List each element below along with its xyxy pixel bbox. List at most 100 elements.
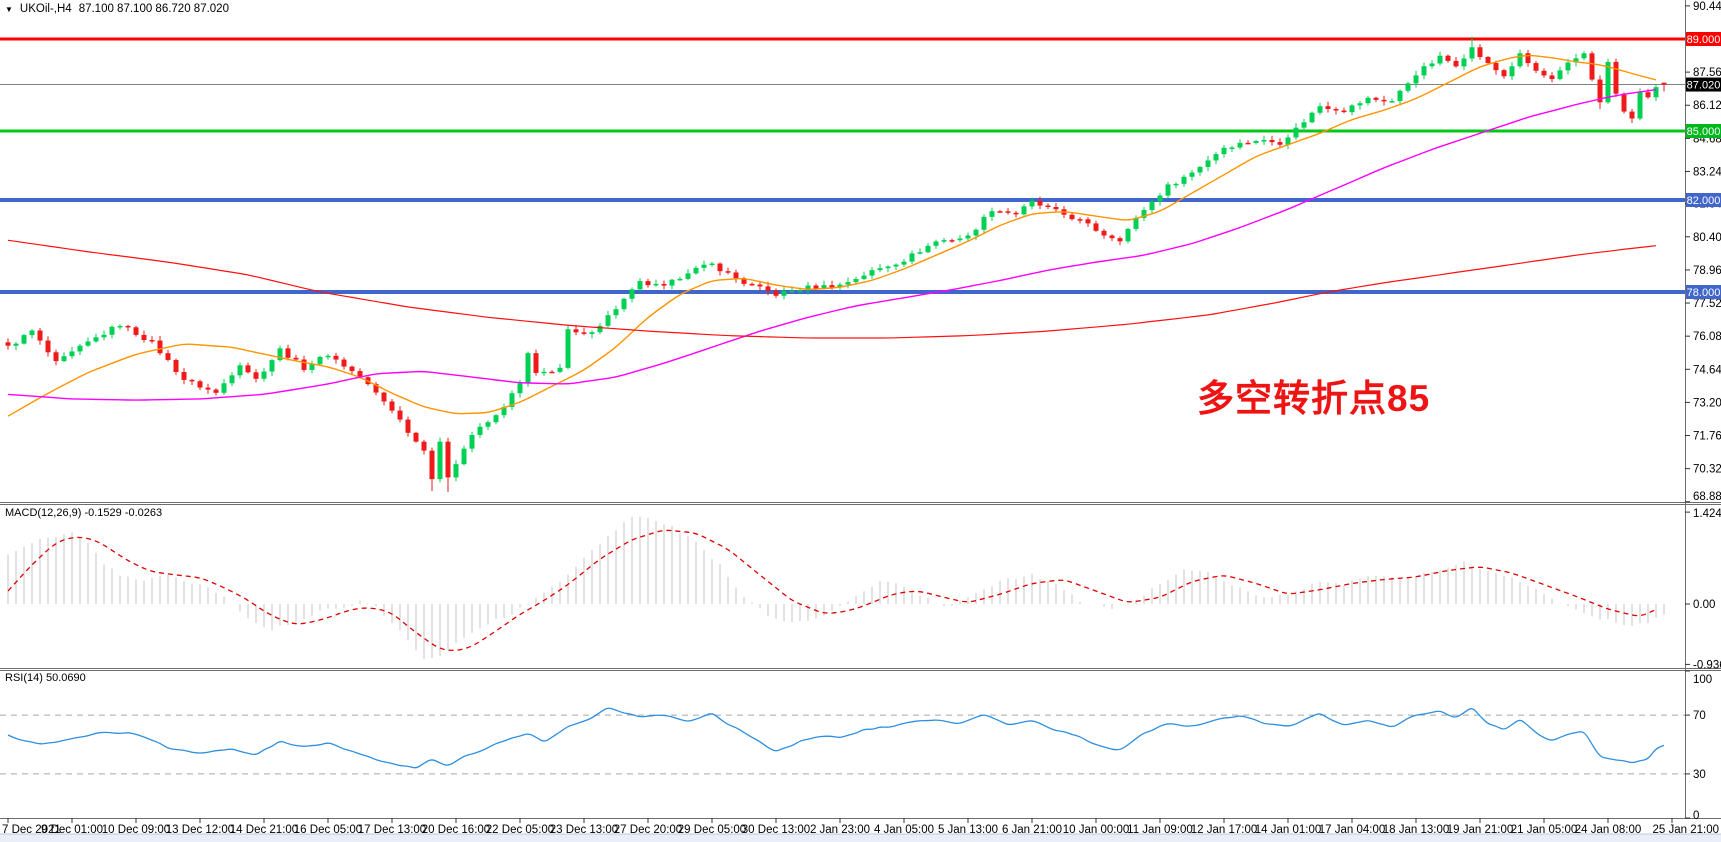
candle-body [597,325,603,333]
candle-body [1365,97,1371,104]
candle-body [1069,214,1075,220]
price-badge-label: 87.020 [1687,80,1721,92]
candle-body [645,281,651,286]
candle-body [1429,63,1435,67]
price-badge-label: 78.000 [1687,287,1721,299]
candle-body [973,229,979,236]
candle-body [373,384,379,393]
candle-body [1261,139,1267,142]
candle-body [1453,60,1459,67]
price-tick-label: 83.240 [1693,166,1721,178]
candle-body [685,273,691,279]
macd-signal-line [7,529,1657,652]
candle-body [1021,206,1027,215]
candle-body [285,348,291,358]
candle-body [1269,139,1275,143]
candle-body [309,364,315,370]
macd-panel-canvas[interactable] [0,505,1685,668]
price-badge [1686,193,1721,207]
time-tick-label: 27 Dec 20:00 [614,824,682,836]
candle-body [317,356,323,365]
candle-body [661,283,667,286]
candle-body [1469,47,1475,59]
candle-body [1413,75,1419,84]
candle-body [525,353,531,384]
time-tick-label: 14 Jan 01:00 [1255,824,1322,836]
candle-body [1221,147,1227,155]
time-tick-label: 16 Dec 05:00 [294,824,362,836]
candle-body [1317,106,1323,113]
macd-panel [7,516,1665,660]
time-tick-label: 29 Dec 05:00 [678,824,746,836]
bottom-strip [0,834,1721,842]
candle-body [949,240,955,242]
candle-body [781,291,787,296]
time-tick-label: 24 Jan 08:00 [1575,824,1642,836]
candle-body [837,284,843,288]
candle-body [493,415,499,423]
candle-body [1605,61,1611,103]
candle-body [1533,63,1539,71]
time-tick-label: 14 Dec 21:00 [230,824,298,836]
price-tick-label: 68.880 [1693,491,1721,503]
candle-body [1549,75,1555,80]
time-tick-label: 10 Jan 00:00 [1063,824,1130,836]
candle-body [1293,127,1299,138]
candle-body [1013,212,1019,215]
candle-body [1253,141,1259,143]
candle-body [765,286,771,291]
rsi-line [7,707,1665,769]
candle-body [813,285,819,289]
price-badge [1686,285,1721,299]
price-badge-label: 85.000 [1687,126,1721,138]
candle-body [1341,110,1347,113]
price-badge [1686,77,1721,92]
annotation-text[interactable]: 多空转折点85 [1197,378,1431,419]
candle-body [1229,147,1235,149]
medium-ma-magenta-line [7,88,1657,401]
candle-body [221,383,227,393]
candle-body [1045,205,1051,208]
candle-body [517,383,523,394]
candle-body [1309,112,1315,123]
candle-body [1277,142,1283,145]
time-tick-label: 7 Dec 2021 [2,824,61,836]
candle-body [845,282,851,285]
candle-body [1493,63,1499,71]
candle-body [757,284,763,287]
candle-body [965,235,971,239]
symbol-dropdown-icon[interactable]: ▼ [5,4,13,14]
candle-body [573,329,579,333]
candle-body [61,356,67,362]
candle-body [397,410,403,420]
candle-body [1101,230,1107,236]
price-panel-canvas[interactable] [0,0,1685,502]
candle-body [565,329,571,368]
candle-body [1581,53,1587,59]
candle-body [181,372,187,380]
candle-body [693,267,699,274]
candle-body [741,278,747,284]
candle-body [45,340,51,353]
candle-body [885,266,891,269]
candle-body [229,375,235,384]
candle-body [1133,217,1139,229]
candle-body [1053,206,1059,210]
candle-body [149,339,155,342]
rsi-panel-canvas[interactable] [0,671,1685,818]
price-axis[interactable]: 90.44087.56086.12084.68083.24081.84080.4… [1685,1,1721,503]
candle-body [925,245,931,253]
candle-body [1541,70,1547,76]
candle-body [621,298,627,310]
candle-body [1597,79,1603,103]
candle-body [77,345,83,352]
price-panel [0,36,1685,493]
candle-body [749,283,755,286]
candle-body [85,341,91,346]
candle-body [1037,200,1043,206]
candle-body [1637,92,1643,119]
